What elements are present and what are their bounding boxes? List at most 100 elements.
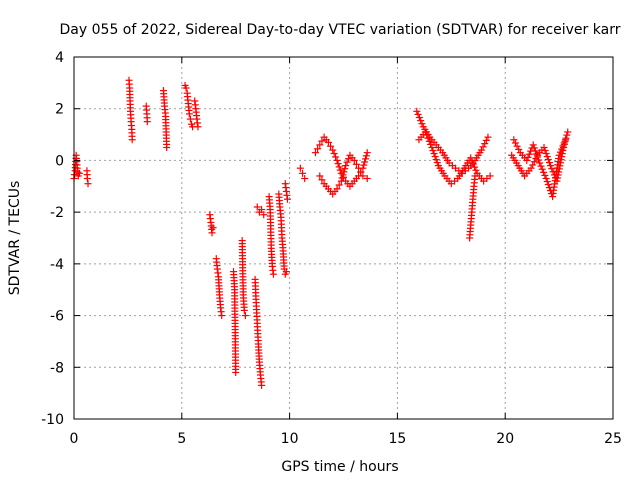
x-tick-label: 25 [604, 431, 622, 447]
data-point [543, 153, 551, 161]
data-point [535, 156, 543, 164]
data-point [361, 155, 369, 163]
data-point [544, 181, 552, 189]
y-tick-label: -4 [50, 257, 64, 273]
data-point [316, 172, 324, 180]
data-point [417, 117, 425, 125]
data-point [541, 171, 549, 179]
data-point [337, 177, 345, 185]
data-point [532, 150, 540, 158]
data-point [362, 152, 370, 160]
data-point [558, 145, 566, 153]
data-point [467, 154, 475, 162]
data-point [543, 178, 551, 186]
y-tick-label: 2 [55, 102, 64, 118]
chart-title: Day 055 of 2022, Sidereal Day-to-day VTE… [60, 22, 621, 38]
data-point [240, 306, 248, 314]
data-point [481, 140, 489, 148]
data-point [301, 175, 309, 183]
data-point [556, 148, 564, 156]
data-point [559, 142, 567, 150]
data-point [341, 165, 349, 173]
data-point [335, 181, 343, 189]
data-point [338, 174, 346, 182]
data-point [324, 138, 332, 146]
y-tick-label: 4 [55, 50, 64, 66]
data-point [540, 168, 548, 176]
data-point [182, 84, 190, 92]
data-point [531, 147, 539, 155]
x-tick-label: 15 [388, 431, 406, 447]
data-point [363, 149, 371, 157]
data-point [562, 136, 570, 144]
data-point [545, 159, 553, 167]
data-point [429, 147, 437, 155]
data-point [260, 211, 268, 219]
data-point [269, 270, 277, 278]
data-point [84, 180, 92, 188]
data-point [427, 140, 435, 148]
data-point [415, 114, 423, 122]
data-point [527, 164, 535, 172]
data-point [555, 151, 563, 159]
data-point [327, 142, 335, 150]
data-point [185, 110, 193, 118]
y-axis-label: SDTVAR / TECUs [7, 181, 23, 296]
data-point [143, 118, 151, 126]
data-point [209, 224, 217, 232]
data-point [258, 381, 266, 389]
data-point [482, 136, 490, 144]
x-tick-label: 10 [281, 431, 299, 447]
data-point [345, 155, 353, 163]
data-point [428, 144, 436, 151]
data-point [530, 158, 538, 166]
data-point [421, 128, 429, 136]
data-point [336, 166, 344, 174]
data-point [529, 161, 537, 169]
data-point [560, 139, 568, 147]
x-tick-label: 5 [177, 431, 186, 447]
data-point [484, 133, 492, 141]
data-point [510, 136, 518, 144]
data-point [523, 156, 531, 164]
data-point [316, 141, 324, 149]
data-point [311, 149, 319, 157]
data-point [414, 110, 422, 118]
x-axis-label: GPS time / hours [281, 459, 398, 475]
data-point [318, 176, 326, 184]
axis-ticks: 0 5 10 15 20 25 -10 -8 -6 -4 -2 0 2 4 [41, 50, 622, 447]
data-point [534, 153, 542, 161]
data-point [352, 160, 360, 168]
data-point [318, 137, 326, 145]
data-point [163, 144, 171, 151]
data-point [357, 168, 365, 176]
data-point [218, 312, 226, 320]
data-point [333, 185, 341, 193]
y-tick-label: -6 [50, 309, 64, 325]
data-point [430, 150, 438, 158]
data-point [472, 166, 480, 174]
data-point [340, 168, 348, 176]
data-point [433, 159, 441, 167]
data-point [283, 195, 291, 203]
data-point [525, 150, 533, 158]
data-point [330, 150, 338, 158]
y-tick-label: -10 [41, 412, 64, 428]
data-point [339, 171, 347, 179]
data-point [424, 134, 432, 142]
data-point [343, 158, 351, 166]
data-point [432, 156, 440, 164]
y-tick-label: -2 [50, 205, 64, 221]
data-points [70, 76, 572, 389]
data-point [363, 175, 371, 183]
data-point [186, 115, 194, 123]
y-tick-label: -8 [50, 360, 64, 376]
data-point [431, 153, 439, 161]
data-point [333, 156, 341, 164]
data-point [471, 163, 479, 171]
data-point [540, 144, 548, 151]
data-point [83, 175, 91, 183]
data-point [544, 156, 552, 164]
plot-frame [73, 56, 614, 420]
